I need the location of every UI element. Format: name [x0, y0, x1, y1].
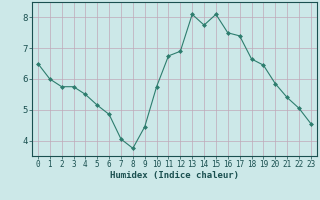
X-axis label: Humidex (Indice chaleur): Humidex (Indice chaleur)	[110, 171, 239, 180]
